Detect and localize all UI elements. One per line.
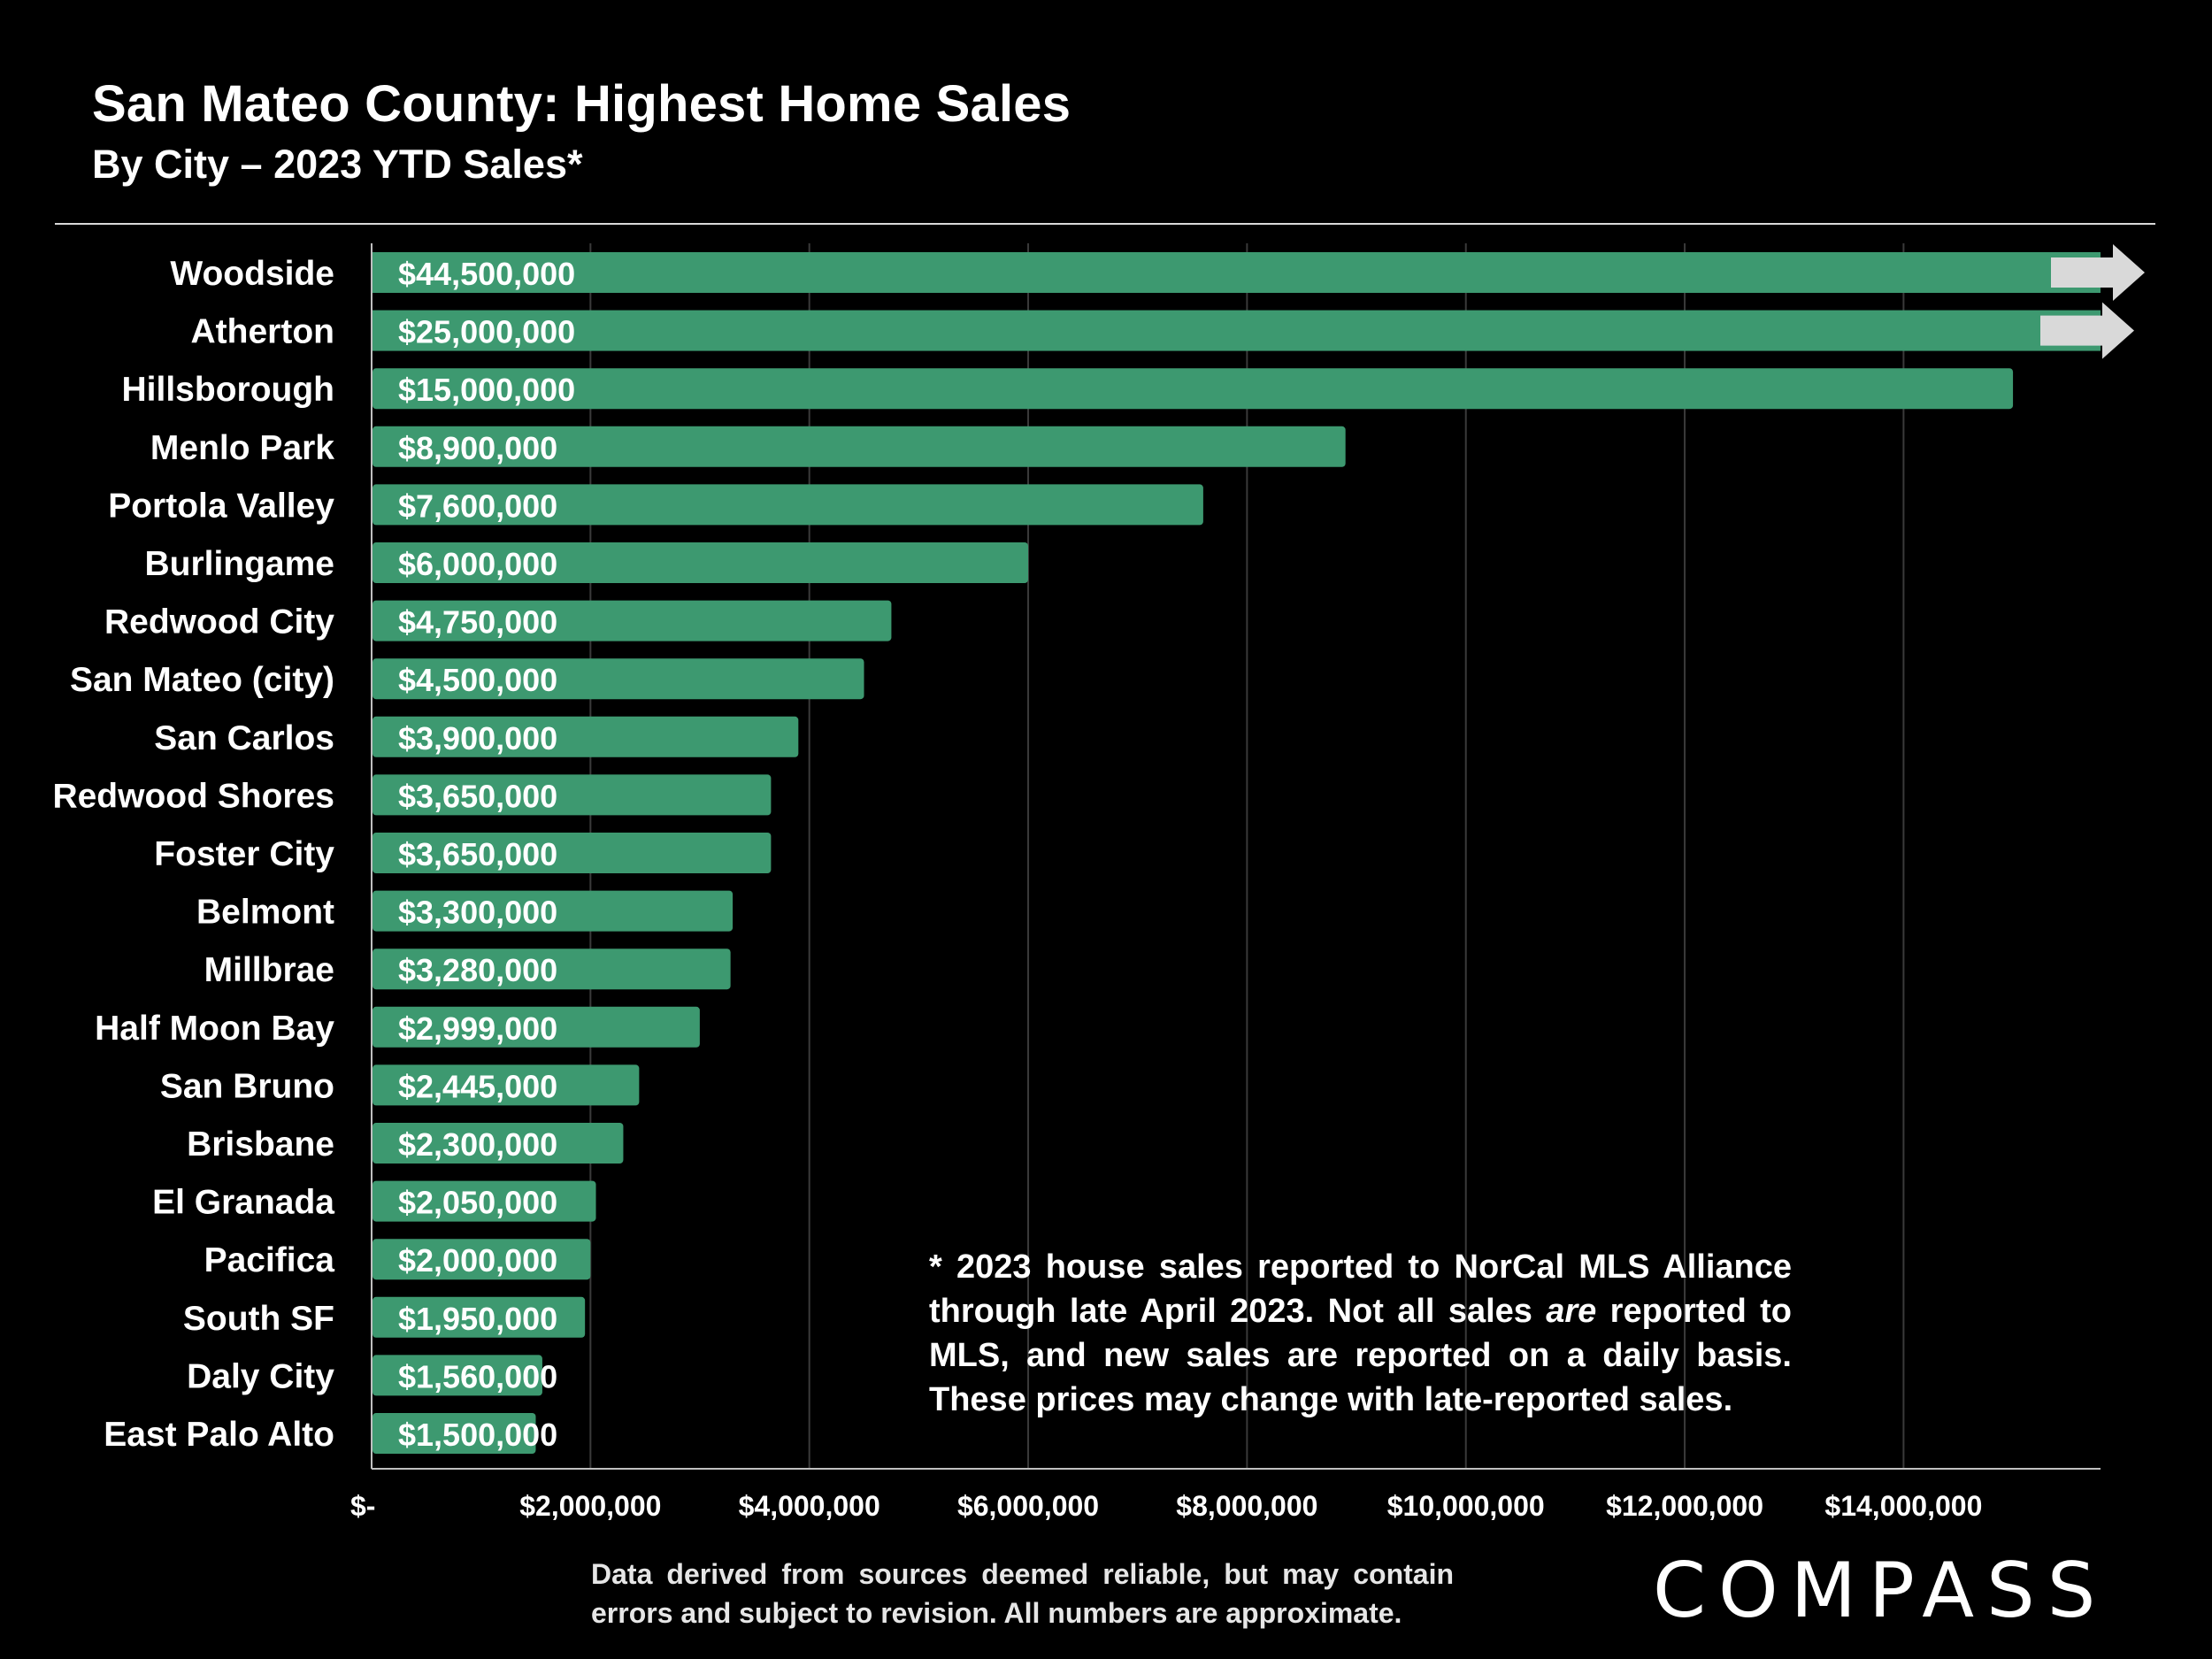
footnote-emphasis: are [1546,1293,1597,1330]
footnote-text-2: reported to MLS, and new sales are repor… [929,1293,1792,1418]
bar [373,1180,596,1222]
data-label: $2,999,000 [398,1010,557,1047]
category-label: Pacifica [204,1241,335,1279]
data-label: $1,500,000 [398,1417,557,1453]
footnote: * 2023 house sales reported to NorCal ML… [929,1245,1792,1422]
data-label: $7,600,000 [398,488,557,524]
source-disclaimer: Data derived from sources deemed reliabl… [591,1558,1454,1629]
data-label: $6,000,000 [398,546,557,582]
category-label: San Mateo (city) [70,661,334,699]
x-tick-label: $10,000,000 [1387,1490,1545,1522]
chart-subtitle: By City – 2023 YTD Sales* [92,142,583,187]
category-label: San Carlos [154,719,334,757]
category-label: Atherton [191,313,334,351]
data-label: $3,300,000 [398,895,557,931]
data-label: $15,000,000 [398,372,575,408]
overflow-arrow-icon [2051,244,2145,301]
x-tick-label: $12,000,000 [1606,1490,1763,1522]
bar [373,600,892,641]
data-label: $1,560,000 [398,1358,557,1394]
bar [373,1296,586,1338]
x-axis-tick-labels: $- $2,000,000 $4,000,000 $6,000,000 $8,000,0… [350,1490,1982,1522]
category-label: Portola Valley [108,487,334,525]
bar [373,833,772,873]
bar [373,1355,542,1396]
category-label: Half Moon Bay [95,1010,334,1048]
bar [373,1123,624,1164]
bar [373,426,1346,467]
bar [373,1064,640,1106]
category-label: South SF [183,1300,334,1338]
bar [373,1239,591,1280]
category-label: Belmont [196,894,334,932]
bar [373,890,733,932]
x-tick-label: $- [350,1490,375,1522]
data-label: $25,000,000 [398,314,575,350]
data-label: $44,500,000 [398,256,575,292]
bar [373,310,2101,351]
bar [373,368,2014,410]
category-label: Daly City [187,1357,334,1395]
data-label: $2,300,000 [398,1126,557,1163]
category-label: Foster City [154,835,334,873]
chart-title: San Mateo County: Highest Home Sales [92,75,1071,133]
category-label: Redwood Shores [52,777,334,815]
category-label: El Granada [152,1184,334,1222]
category-labels: Woodside Atherton Hillsborough Menlo Park Po… [52,255,334,1454]
data-label: $2,050,000 [398,1185,557,1221]
data-label: $4,750,000 [398,604,557,641]
data-label: $4,500,000 [398,662,557,698]
category-label: San Bruno [160,1067,334,1105]
bar [373,252,2101,293]
data-label: $3,280,000 [398,952,557,988]
category-label: Millbrae [204,951,334,989]
x-tick-label: $4,000,000 [739,1490,880,1522]
category-label: Woodside [170,255,334,293]
x-tick-label: $14,000,000 [1824,1490,1982,1522]
category-label: Hillsborough [122,371,334,409]
bar [373,542,1029,583]
title-divider [55,223,2155,225]
category-label: Redwood City [104,603,334,641]
data-label: $3,900,000 [398,720,557,757]
bar [373,716,799,757]
data-label: $3,650,000 [398,778,557,814]
footnote-text-1: * 2023 house sales reported to NorCal ML… [929,1248,1792,1330]
category-label: Burlingame [144,545,334,583]
compass-logo: COMPASS [1653,1547,2108,1635]
overflow-arrow-icon [2040,302,2134,359]
data-label: $1,950,000 [398,1301,557,1337]
data-label: $2,000,000 [398,1242,557,1279]
x-tick-label: $8,000,000 [1176,1490,1317,1522]
data-label: $2,445,000 [398,1068,557,1104]
bar [373,949,731,990]
gridlines [371,243,2101,1470]
bar [373,774,772,816]
bar [373,484,1203,526]
category-label: Menlo Park [150,429,334,467]
data-label: $3,650,000 [398,836,557,872]
category-label: East Palo Alto [104,1416,334,1454]
bar [373,1006,700,1048]
x-tick-label: $6,000,000 [957,1490,1099,1522]
bars: $44,500,000 $25,000,000 $15,000,000 $8,900,… [373,244,2145,1454]
x-tick-label: $2,000,000 [519,1490,661,1522]
bar [373,1413,536,1454]
category-label: Brisbane [187,1125,334,1164]
data-label: $8,900,000 [398,430,557,466]
bar [373,658,864,700]
